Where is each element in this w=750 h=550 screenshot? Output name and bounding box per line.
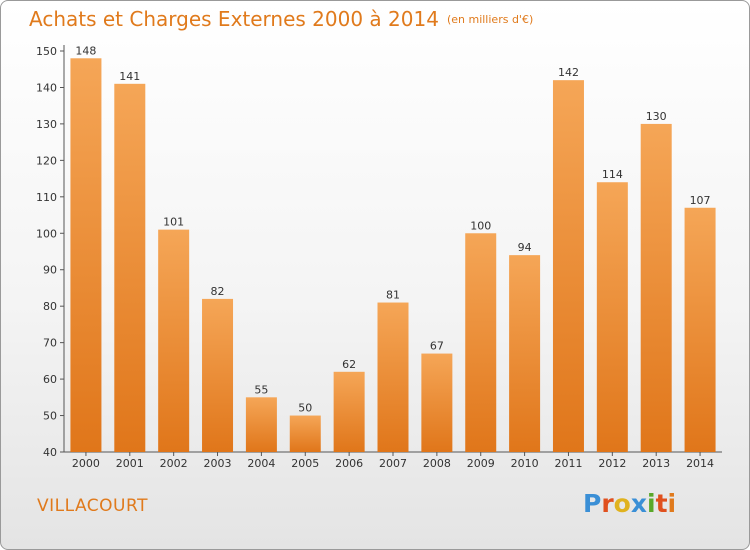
bar (333, 371, 365, 452)
x-tick-label: 2012 (598, 457, 626, 470)
bar-value-label: 82 (211, 285, 225, 298)
x-tick-label: 2000 (72, 457, 100, 470)
y-tick-label: 150 (36, 45, 57, 58)
bar (552, 80, 584, 452)
y-tick-label: 40 (43, 446, 57, 459)
bar (114, 83, 146, 453)
x-tick-label: 2003 (204, 457, 232, 470)
bar (465, 233, 497, 452)
y-tick-label: 130 (36, 118, 57, 131)
bar (509, 255, 541, 452)
y-tick-label: 100 (36, 227, 57, 240)
commune-name: VILLACOURT (37, 496, 148, 516)
bar (684, 207, 716, 452)
bar-value-label: 114 (602, 168, 623, 181)
y-tick-label: 60 (43, 373, 57, 386)
bar (377, 302, 409, 452)
x-tick-label: 2004 (247, 457, 275, 470)
logo-letter: P (583, 489, 602, 518)
bar-value-label: 94 (518, 241, 532, 254)
bar-value-label: 148 (75, 44, 96, 57)
x-tick-label: 2006 (335, 457, 363, 470)
bar (421, 353, 453, 452)
x-tick-label: 2014 (686, 457, 714, 470)
bar (596, 182, 628, 452)
x-tick-label: 2010 (511, 457, 539, 470)
bar-value-label: 130 (646, 110, 667, 123)
bar-value-label: 141 (119, 70, 140, 83)
y-tick-label: 90 (43, 264, 57, 277)
bar (70, 58, 102, 453)
proxiti-logo: Proxiti (583, 489, 676, 518)
bar-value-label: 142 (558, 66, 579, 79)
x-tick-label: 2002 (160, 457, 188, 470)
bar (202, 298, 234, 452)
bar-value-label: 55 (254, 383, 268, 396)
y-tick-label: 110 (36, 191, 57, 204)
x-tick-label: 2005 (291, 457, 319, 470)
y-tick-label: 120 (36, 154, 57, 167)
logo-letter: r (601, 489, 614, 518)
bar (289, 415, 321, 452)
y-tick-label: 80 (43, 300, 57, 313)
x-tick-label: 2007 (379, 457, 407, 470)
y-tick-label: 50 (43, 410, 57, 423)
x-tick-label: 2011 (554, 457, 582, 470)
y-tick-label: 140 (36, 81, 57, 94)
x-tick-label: 2013 (642, 457, 670, 470)
bar-value-label: 62 (342, 358, 356, 371)
logo-letter: x (630, 489, 647, 518)
chart-title-text: Achats et Charges Externes 2000 à 2014 (29, 7, 439, 31)
logo-letter: o (613, 489, 631, 518)
bar-value-label: 107 (690, 194, 711, 207)
bar (245, 397, 277, 452)
x-tick-label: 2008 (423, 457, 451, 470)
bar-value-label: 100 (470, 219, 491, 232)
logo-letter: i (667, 489, 677, 518)
logo-letter: i (647, 489, 656, 518)
x-tick-label: 2009 (467, 457, 495, 470)
bar (158, 229, 190, 452)
chart-title: Achats et Charges Externes 2000 à 2014 (e… (29, 7, 533, 31)
bar-value-label: 50 (298, 402, 312, 415)
bar-value-label: 101 (163, 216, 184, 229)
x-tick-label: 2001 (116, 457, 144, 470)
bar-value-label: 67 (430, 340, 444, 353)
y-tick-label: 70 (43, 337, 57, 350)
chart-unit: (en milliers d'€) (446, 13, 534, 26)
bar (640, 123, 672, 452)
logo-letter: t (655, 489, 668, 518)
bar-value-label: 81 (386, 289, 400, 302)
